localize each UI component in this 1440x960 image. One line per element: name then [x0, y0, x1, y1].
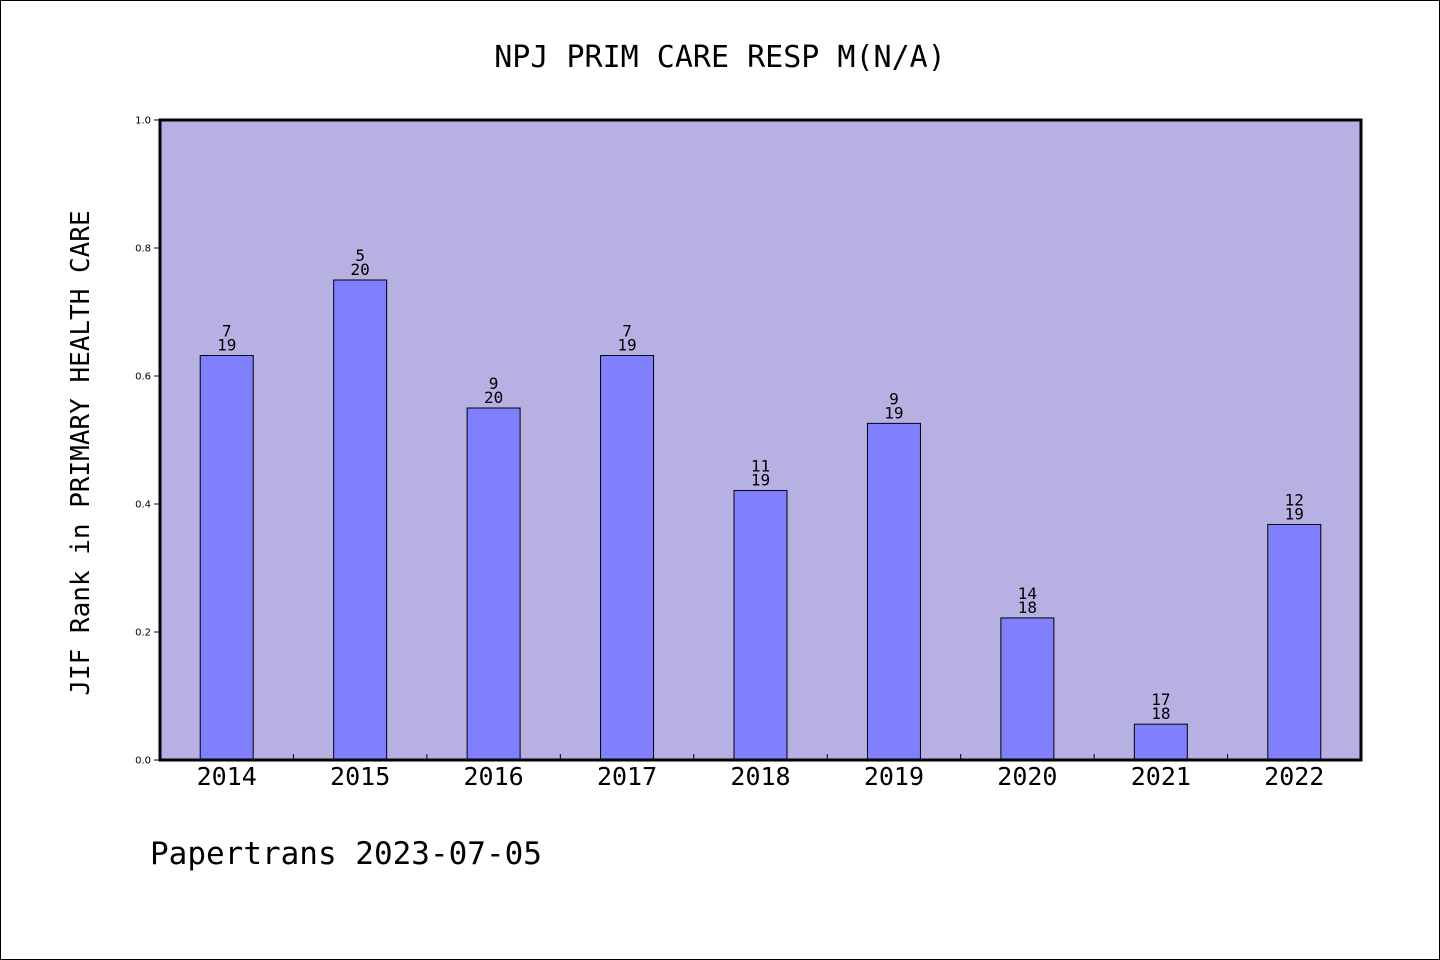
bar-2018 — [733, 490, 788, 761]
x-tick-label: 2015 — [330, 762, 390, 791]
bar-label-total: 19 — [884, 403, 903, 422]
chart-title: NPJ PRIM CARE RESP M(N/A) — [494, 40, 946, 75]
bar-label-rank: 9 — [489, 374, 499, 393]
bar-2014 — [199, 355, 254, 761]
bar-label-total: 18 — [1151, 704, 1170, 723]
bar-2017 — [600, 355, 655, 761]
y-tick-label: 0.2 — [135, 628, 151, 639]
x-tick-label: 2017 — [597, 762, 657, 791]
bar-label-rank: 9 — [889, 389, 899, 408]
bar-label-total: 19 — [217, 336, 236, 355]
x-tick-label: 2018 — [730, 762, 790, 791]
x-tick-label: 2019 — [864, 762, 924, 791]
y-tick-label: 0.0 — [135, 756, 151, 767]
bar-2016 — [466, 407, 521, 761]
bar-label-total: 20 — [484, 388, 503, 407]
bar-label-rank: 12 — [1285, 490, 1304, 509]
bar-label-total: 19 — [617, 336, 636, 355]
bar-2019 — [866, 422, 921, 761]
bar-2021 — [1133, 723, 1188, 761]
bar-label-total: 19 — [751, 471, 770, 490]
bar-label-rank: 17 — [1151, 690, 1170, 709]
y-axis-label: JIF Rank in PRIMARY HEALTH CARE — [66, 210, 96, 695]
y-axis: 0.0 0.2 0.4 0.6 0.8 1.0 — [135, 116, 160, 767]
footer-text: Papertrans 2023-07-05 — [150, 836, 542, 872]
bar-label-rank: 11 — [751, 457, 770, 476]
y-tick-label: 0.4 — [135, 500, 151, 511]
bar-label-total: 20 — [351, 260, 370, 279]
bar-label-rank: 7 — [222, 322, 232, 341]
plot-border — [158, 118, 1363, 762]
x-axis: 2014 2015 2016 2017 2018 2019 2020 2021 2022 — [197, 754, 1324, 791]
y-tick-label: 1.0 — [135, 116, 151, 127]
bar-label-rank: 14 — [1018, 584, 1037, 603]
bars-group — [199, 279, 1322, 761]
bar-label-rank: 5 — [355, 246, 365, 265]
x-tick-label: 2021 — [1131, 762, 1191, 791]
x-tick-label: 2014 — [197, 762, 257, 791]
bar-label-total: 18 — [1018, 598, 1037, 617]
bar-2022 — [1267, 523, 1322, 761]
x-tick-label: 2016 — [464, 762, 524, 791]
bar-label-total: 19 — [1285, 504, 1304, 523]
y-tick-label: 0.8 — [135, 244, 151, 255]
x-tick-label: 2022 — [1264, 762, 1324, 791]
bar-label-rank: 7 — [622, 322, 632, 341]
y-tick-label: 0.6 — [135, 372, 151, 383]
bar-2020 — [1000, 617, 1055, 761]
bar-2015 — [333, 279, 388, 761]
x-tick-label: 2020 — [997, 762, 1057, 791]
